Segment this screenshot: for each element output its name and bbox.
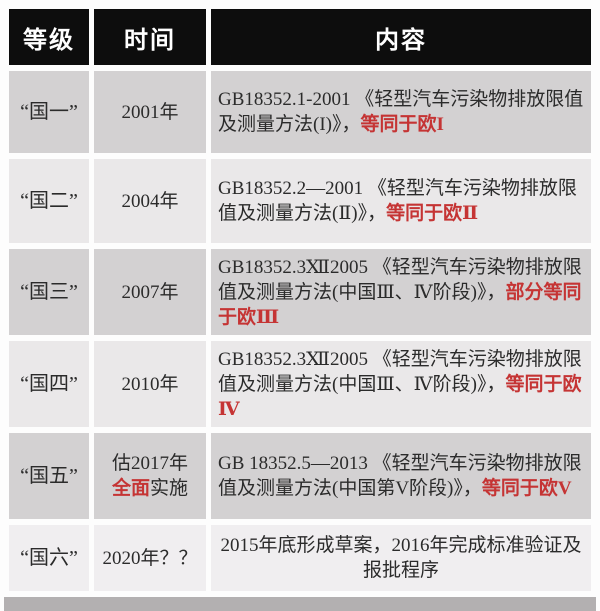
content-text: 2015年底形成草案，2016年完成标准验证及报批程序: [220, 535, 582, 581]
content-cell: 2015年底形成草案，2016年完成标准验证及报批程序: [211, 525, 591, 591]
content-cell: GB18352.3Ⅻ2005 《轻型汽车污染物排放限值及测量方法(中国Ⅲ、Ⅳ阶段…: [211, 341, 591, 427]
table-header-row: 等级 时间 内容: [9, 9, 591, 65]
content-highlight: 部分等同于欧Ⅲ: [218, 281, 582, 328]
table-row-guo4: “国四” 2010年 GB18352.3Ⅻ2005 《轻型汽车污染物排放限值及测…: [9, 341, 591, 427]
content-highlight: 等同于欧Ⅱ: [386, 203, 479, 224]
content-cell: GB18352.2—2001 《轻型汽车污染物排放限值及测量方法(Ⅱ)》，等同于…: [211, 159, 591, 243]
table-row-guo6: “国六” 2020年？？ 2015年底形成草案，2016年完成标准验证及报批程序: [9, 525, 591, 591]
level-cell: “国三”: [9, 249, 89, 335]
time-cell: 2001年: [94, 71, 206, 153]
content-highlight: 等同于欧I: [360, 114, 444, 135]
content-text: GB18352.3Ⅻ2005 《轻型汽车污染物排放限值及测量方法(中国Ⅲ、Ⅳ阶段…: [218, 256, 582, 303]
time-line1: 估2017年: [111, 453, 188, 474]
time-line2: 全面实施: [111, 478, 189, 499]
content-text: GB 18352.5—2013 《轻型汽车污染物排放限值及测量方法(中国第V阶段…: [218, 453, 582, 499]
level-cell: “国六”: [9, 525, 89, 591]
table-row-guo1: “国一” 2001年 GB18352.1-2001 《轻型汽车污染物排放限值及测…: [9, 71, 591, 153]
emission-standards-page: 等级 时间 内容 “国一” 2001年 GB18352.1-2001 《轻型汽车…: [4, 3, 596, 597]
footer-bar: [4, 597, 596, 611]
content-cell: GB18352.3Ⅻ2005 《轻型汽车污染物排放限值及测量方法(中国Ⅲ、Ⅳ阶段…: [211, 249, 591, 335]
time-line1: 2001年: [121, 101, 179, 123]
column-header-level: 等级: [9, 9, 89, 65]
content-text: GB18352.2—2001 《轻型汽车污染物排放限值及测量方法(Ⅱ)》，: [218, 178, 577, 224]
time-cell: 2020年？？: [94, 525, 206, 591]
time-cell: 估2017年 全面实施: [94, 433, 206, 519]
emission-standards-table: 等级 时间 内容 “国一” 2001年 GB18352.1-2001 《轻型汽车…: [4, 3, 596, 597]
time-cell: 2007年: [94, 249, 206, 335]
level-cell: “国五”: [9, 433, 89, 519]
table-row-guo5: “国五” 估2017年 全面实施 GB 18352.5—2013 《轻型汽车污染…: [9, 433, 591, 519]
time-cell: 2004年: [94, 159, 206, 243]
level-cell: “国二”: [9, 159, 89, 243]
level-cell: “国一”: [9, 71, 89, 153]
time-line1: 2020年？？: [102, 547, 198, 569]
content-cell: GB 18352.5—2013 《轻型汽车污染物排放限值及测量方法(中国第V阶段…: [211, 433, 591, 519]
time-line1: 2010年: [121, 373, 179, 395]
content-text: GB18352.3Ⅻ2005 《轻型汽车污染物排放限值及测量方法(中国Ⅲ、Ⅳ阶段…: [218, 348, 582, 395]
content-text: GB18352.1-2001 《轻型汽车污染物排放限值及测量方法(I)》，: [218, 89, 584, 135]
content-highlight: 等同于欧Ⅳ: [218, 373, 582, 420]
content-highlight: 等同于欧V: [481, 478, 572, 499]
time-line1: 2007年: [121, 281, 179, 303]
table-row-guo2: “国二” 2004年 GB18352.2—2001 《轻型汽车污染物排放限值及测…: [9, 159, 591, 243]
level-cell: “国四”: [9, 341, 89, 427]
column-header-content: 内容: [211, 9, 591, 65]
table-row-guo3: “国三” 2007年 GB18352.3Ⅻ2005 《轻型汽车污染物排放限值及测…: [9, 249, 591, 335]
time-line1: 2004年: [121, 190, 179, 212]
time-cell: 2010年: [94, 341, 206, 427]
column-header-time: 时间: [94, 9, 206, 65]
content-cell: GB18352.1-2001 《轻型汽车污染物排放限值及测量方法(I)》，等同于…: [211, 71, 591, 153]
